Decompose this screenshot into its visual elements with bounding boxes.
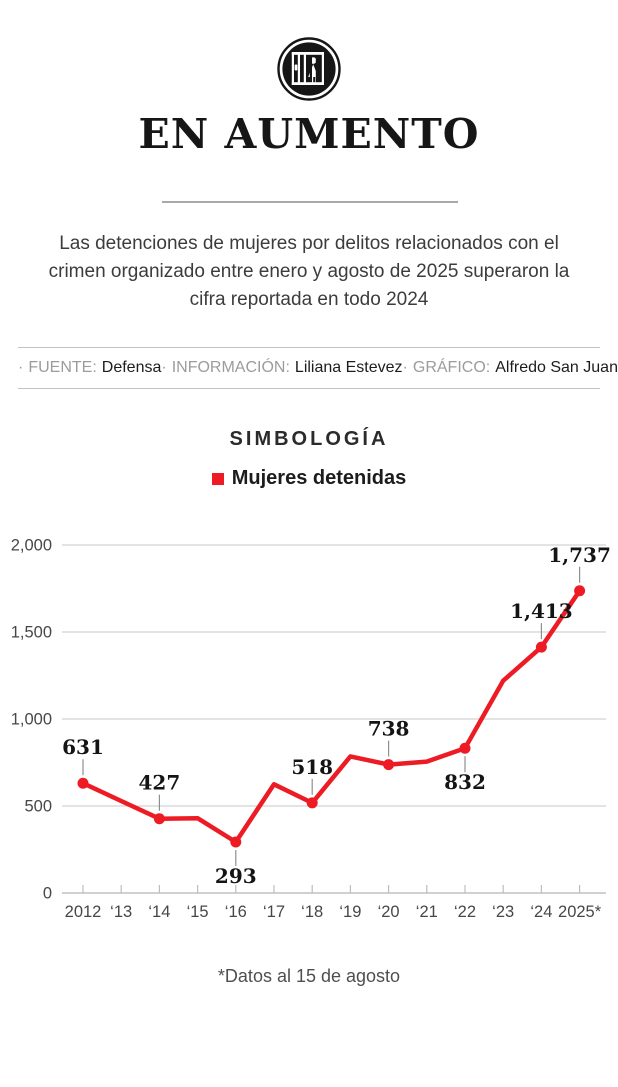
dot-separator: · bbox=[161, 359, 167, 376]
footnote: *Datos al 15 de agosto bbox=[217, 966, 401, 986]
subtitle: Las detenciones de mujeres por delitos r… bbox=[48, 233, 570, 310]
page-title: EN AUMENTO bbox=[138, 110, 480, 158]
jail-woman-icon bbox=[0, 36, 618, 107]
svg-text:631: 631 bbox=[62, 735, 104, 759]
svg-text:‘17: ‘17 bbox=[263, 903, 285, 921]
svg-text:1,413: 1,413 bbox=[510, 599, 573, 623]
credit-value: Liliana Estevez bbox=[294, 359, 403, 376]
svg-text:427: 427 bbox=[139, 771, 181, 795]
credit-graphic: · GRÁFICO: Alfredo San Juan bbox=[403, 359, 618, 377]
jail-woman-icon-svg bbox=[277, 37, 341, 101]
credit-label: FUENTE: bbox=[28, 359, 97, 376]
svg-text:‘14: ‘14 bbox=[148, 903, 170, 921]
svg-text:518: 518 bbox=[291, 755, 333, 779]
credits-bar: · FUENTE: Defensa · INFORMACIÓN: Liliana… bbox=[18, 347, 618, 389]
svg-text:‘15: ‘15 bbox=[187, 903, 209, 921]
svg-text:500: 500 bbox=[24, 798, 52, 816]
svg-text:832: 832 bbox=[444, 770, 486, 794]
svg-text:738: 738 bbox=[368, 717, 410, 741]
svg-text:1,737: 1,737 bbox=[548, 543, 611, 567]
dot-separator: · bbox=[18, 359, 24, 376]
line-chart-svg: 0 500 1,000 1,500 2,000 2012 ‘13 ‘14 ‘15 ‘16 ‘17 ‘1… bbox=[11, 537, 611, 922]
svg-text:‘20: ‘20 bbox=[378, 903, 400, 921]
svg-text:‘19: ‘19 bbox=[339, 903, 361, 921]
credit-information: · INFORMACIÓN: Liliana Estevez bbox=[161, 359, 402, 377]
line-chart: 0 500 1,000 1,500 2,000 2012 ‘13 ‘14 ‘15 ‘16 ‘17 ‘1… bbox=[0, 517, 618, 942]
credit-value: Defensa bbox=[101, 359, 162, 376]
title-divider bbox=[162, 201, 458, 203]
svg-text:293: 293 bbox=[215, 864, 257, 888]
svg-text:‘13: ‘13 bbox=[110, 903, 132, 921]
svg-text:‘18: ‘18 bbox=[301, 903, 323, 921]
svg-text:‘22: ‘22 bbox=[454, 903, 476, 921]
svg-text:‘16: ‘16 bbox=[225, 903, 247, 921]
svg-text:2012: 2012 bbox=[65, 903, 102, 921]
svg-text:‘23: ‘23 bbox=[492, 903, 514, 921]
svg-text:‘24: ‘24 bbox=[530, 903, 552, 921]
credit-label: INFORMACIÓN: bbox=[171, 359, 290, 376]
svg-text:2,000: 2,000 bbox=[11, 537, 52, 555]
credit-value: Alfredo San Juan bbox=[495, 359, 618, 376]
svg-text:2025*: 2025* bbox=[558, 903, 602, 921]
svg-text:‘21: ‘21 bbox=[416, 903, 438, 921]
credit-source: · FUENTE: Defensa bbox=[18, 359, 161, 377]
credit-label: GRÁFICO: bbox=[412, 359, 491, 376]
dot-separator: · bbox=[402, 359, 408, 376]
svg-text:1,000: 1,000 bbox=[11, 711, 52, 729]
series-swatch bbox=[211, 472, 224, 485]
svg-text:0: 0 bbox=[43, 885, 52, 903]
legend-series-label: Mujeres detenidas bbox=[231, 467, 407, 489]
svg-text:1,500: 1,500 bbox=[11, 624, 52, 642]
legend-title: SIMBOLOGÍA bbox=[229, 428, 389, 450]
legend-item: Mujeres detenidas bbox=[0, 467, 618, 490]
